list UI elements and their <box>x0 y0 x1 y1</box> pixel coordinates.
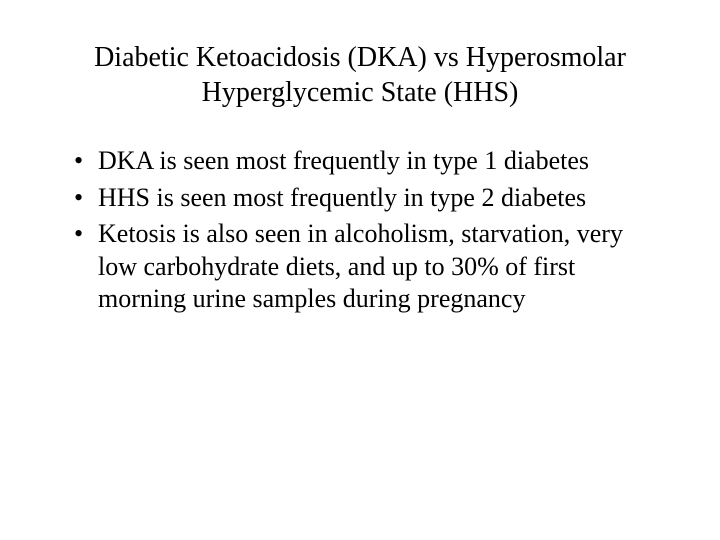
list-item: Ketosis is also seen in alcoholism, star… <box>70 218 650 316</box>
list-item: HHS is seen most frequently in type 2 di… <box>70 182 650 215</box>
slide-title: Diabetic Ketoacidosis (DKA) vs Hyperosmo… <box>70 40 650 110</box>
list-item: DKA is seen most frequently in type 1 di… <box>70 145 650 178</box>
bullet-list: DKA is seen most frequently in type 1 di… <box>70 145 650 316</box>
